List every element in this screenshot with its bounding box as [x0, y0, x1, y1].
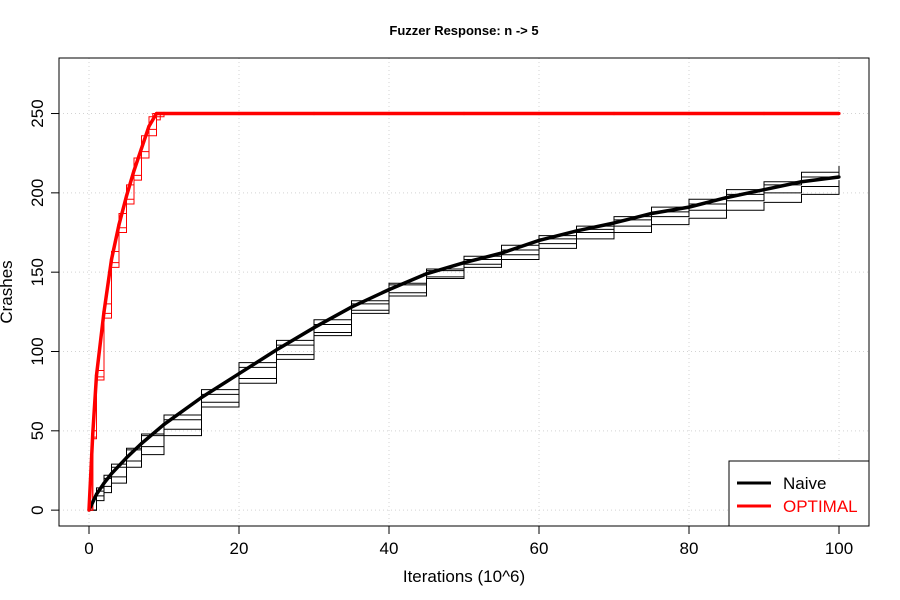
series-lines [87, 111, 841, 512]
naive-run-2 [89, 184, 840, 511]
y-tick-label: 250 [28, 99, 47, 127]
naive-point [94, 492, 99, 496]
naive-point [649, 211, 654, 216]
optimal-point [117, 222, 121, 227]
naive-point [462, 261, 466, 265]
y-tick-label: 200 [28, 179, 47, 207]
naive-point [349, 305, 354, 309]
naive-point [424, 272, 429, 276]
x-axis-label: Iterations (10^6) [403, 567, 525, 586]
legend-label-optimal: OPTIMAL [783, 497, 858, 516]
x-tick-label: 20 [230, 539, 249, 558]
optimal-point [687, 111, 691, 116]
x-tick-label: 40 [380, 539, 399, 558]
optimal-point [124, 194, 129, 198]
optimal-run-1 [89, 113, 839, 511]
plot-frame [58, 57, 870, 527]
optimal-point [109, 257, 114, 262]
naive-point [139, 441, 144, 446]
x-tick-label: 80 [680, 539, 699, 558]
optimal-point [139, 146, 144, 151]
naive-point [124, 456, 129, 460]
naive-point [574, 229, 579, 233]
naive-run-3 [89, 170, 840, 511]
naive-point [499, 251, 504, 255]
optimal-run-3 [89, 113, 839, 511]
x-tick-label: 100 [825, 539, 853, 558]
naive-run-4 [89, 180, 840, 511]
naive-point [102, 481, 106, 485]
optimal-point [154, 111, 159, 116]
replicate-runs [89, 113, 840, 511]
naive-point [237, 372, 241, 376]
naive-point [109, 472, 114, 476]
y-tick-label: 150 [28, 258, 47, 286]
naive-point [724, 196, 729, 200]
naive-point [762, 188, 766, 192]
x-tick-label: 60 [530, 539, 549, 558]
optimal-point [102, 310, 106, 314]
legend-box [728, 460, 870, 527]
optimal-point [762, 111, 766, 116]
optimal-point [162, 111, 166, 116]
y-axis: 0 50 100 150 200 250 [28, 99, 60, 515]
grid-lines [59, 58, 869, 526]
optimal-series-line [87, 111, 839, 511]
naive-point [162, 422, 166, 427]
naive-point [799, 180, 804, 184]
naive-point [537, 238, 541, 243]
x-axis: 0 20 40 60 80 100 [84, 525, 853, 558]
legend-label-naive: Naive [783, 474, 826, 493]
naive-point [612, 221, 616, 225]
optimal-point [462, 111, 466, 116]
optimal-run-2 [89, 113, 839, 511]
y-axis-label: Crashes [0, 260, 16, 323]
x-tick-label: 0 [84, 539, 93, 558]
optimal-point [237, 111, 241, 116]
naive-series-line [87, 175, 840, 511]
optimal-point [387, 111, 391, 116]
y-tick-label: 50 [28, 421, 47, 440]
optimal-point [147, 124, 151, 128]
naive-point [837, 175, 841, 179]
optimal-point [837, 111, 841, 116]
legend: Naive OPTIMAL [728, 460, 870, 527]
optimal-point [132, 169, 136, 173]
optimal-point [537, 111, 541, 116]
naive-point [687, 205, 691, 209]
optimal-point [94, 373, 99, 377]
optimal-point [612, 111, 616, 116]
optimal-point [312, 111, 316, 116]
naive-point [387, 288, 391, 292]
naive-point [199, 395, 204, 400]
chart-title: Fuzzer Response: n -> 5 [389, 23, 538, 38]
naive-point [274, 348, 279, 352]
naive-point [312, 326, 316, 330]
optimal-point [87, 508, 91, 512]
y-tick-label: 100 [28, 337, 47, 365]
optimal-point [91, 432, 95, 436]
y-tick-label: 0 [28, 505, 47, 514]
